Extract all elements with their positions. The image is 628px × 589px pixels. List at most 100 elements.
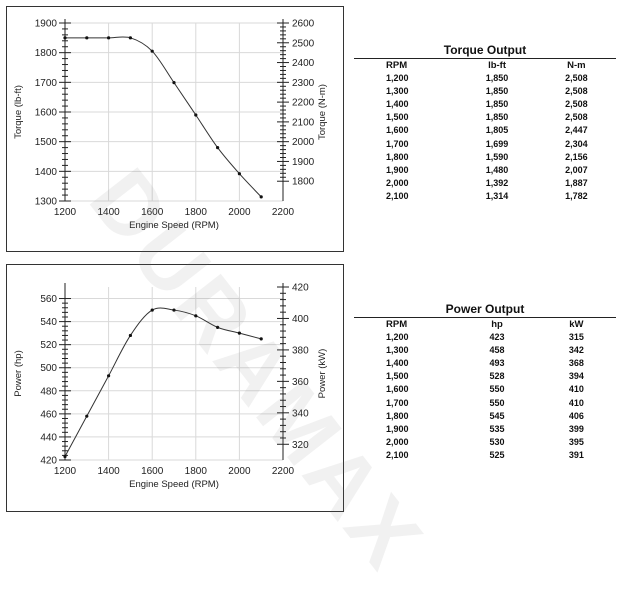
power-table-title: Power Output [354,303,616,318]
y2-tick-label: 320 [292,440,309,451]
torque-table-cell: 1,700 [386,138,409,149]
power-table-row: 1,400 493 368 [354,357,616,370]
torque-table-cell: 2,447 [565,125,588,136]
y2-tick-label: 1800 [292,177,315,188]
power-table-cell: 368 [568,358,584,369]
data-point [216,146,220,150]
x-tick-label: 1400 [97,466,120,477]
y-tick-label: 1300 [35,197,58,208]
torque-table-cell: 2,508 [565,99,588,110]
y2-tick-label: 2500 [292,38,315,49]
torque-table-body: 1,200 1,850 2,508 1,300 1,850 2,508 1,400 1,850… [354,72,616,203]
data-point [128,36,132,40]
power-header-kw: kW [569,319,584,330]
data-point [259,337,263,341]
torque-table-cell: 1,850 [485,112,509,123]
power-table-cell: 315 [568,332,584,343]
power-table-cell: 423 [489,332,505,343]
y2-tick-label: 2200 [292,98,315,109]
power-table-cell: 406 [568,410,584,421]
y-tick-label: 560 [40,294,57,305]
y-tick-label: 1400 [35,167,58,178]
power-table-cell: 1,400 [386,358,409,369]
torque-table-cell: 1,850 [485,73,509,84]
torque-table-cell: 1,850 [485,99,509,110]
torque-table-row: 1,600 1,805 2,447 [354,124,616,137]
power-table-cell: 550 [489,384,505,395]
y-tick-label: 1600 [35,108,58,119]
power-table-cell: 1,500 [386,371,409,382]
power-output-table: Power Output RPM hp kW 1,200 423 315 1,300 4… [354,303,616,462]
power-table-cell: 410 [568,397,584,408]
y-tick-label: 460 [40,409,57,420]
data-point [194,314,198,318]
data-point [107,374,111,378]
x-tick-label: 1800 [185,207,208,218]
torque-table-cell: 2,508 [565,112,588,123]
y-tick-label: 1800 [35,48,58,59]
y2-axis-label: Power (kW) [317,349,328,399]
y2-tick-label: 1900 [292,157,315,168]
y-tick-label: 1700 [35,78,58,89]
torque-table-row: 1,500 1,850 2,508 [354,111,616,124]
y2-tick-label: 2000 [292,137,315,148]
power-header-hp: hp [491,319,503,330]
torque-table-cell: 1,900 [386,164,409,175]
torque-table-cell: 1,887 [565,177,588,188]
x-tick-label: 1800 [185,466,208,477]
torque-table-cell: 1,850 [485,86,509,97]
torque-header-lbft: lb-ft [488,60,506,71]
torque-table-cell: 2,508 [565,86,588,97]
power-table-cell: 545 [489,410,505,421]
power-table-cell: 530 [489,436,505,447]
torque-table-cell: 1,300 [386,86,409,97]
torque-table-title: Torque Output [354,44,616,59]
torque-table-row: 2,000 1,392 1,887 [354,177,616,190]
torque-table-cell: 2,156 [565,151,588,162]
torque-output-table: Torque Output RPM lb-ft N-m 1,200 1,850 2,… [354,44,616,203]
torque-table-cell: 1,782 [565,190,588,201]
torque-table-cell: 1,699 [485,138,509,149]
y-tick-label: 1500 [35,137,58,148]
y-axis-label: Power (hp) [13,350,24,396]
torque-table-cell: 1,400 [386,99,409,110]
y2-tick-label: 2600 [292,19,315,30]
power-chart-panel: 420 440 460 480 500 520 540 560 320 340 360 380 400 4… [6,264,344,512]
y2-tick-label: 2100 [292,117,315,128]
x-tick-label: 1400 [97,207,120,218]
y2-axis-label: Torque (N-m) [317,84,328,140]
y-tick-label: 540 [40,317,57,328]
power-table-cell: 550 [489,397,505,408]
data-point [150,49,154,53]
data-point [85,36,89,40]
torque-table-cell: 1,805 [485,125,509,136]
torque-table-row: 1,300 1,850 2,508 [354,85,616,98]
data-point [107,36,111,40]
x-axis-label: Engine Speed (RPM) [129,479,219,490]
torque-chart: 1300 1400 1500 1600 1700 1800 1900 1800 1900 2000… [13,19,328,232]
data-point [128,333,132,338]
y-tick-label: 500 [40,363,57,374]
power-table-cell: 342 [568,345,584,356]
power-table-row: 2,100 525 391 [354,449,616,462]
y2-tick-label: 420 [292,283,309,294]
torque-table-cell: 1,392 [485,177,509,188]
torque-chart-panel: 1300 1400 1500 1600 1700 1800 1900 1800 1900 2000… [6,6,344,252]
x-tick-label: 1200 [54,466,77,477]
data-point [150,308,154,312]
power-table-cell: 1,300 [386,345,409,356]
x-tick-label: 2000 [228,207,251,218]
y2-tick-label: 360 [292,377,309,388]
torque-table-row: 1,900 1,480 2,007 [354,164,616,177]
torque-table-cell: 2,007 [565,164,588,175]
x-tick-label: 1600 [141,466,164,477]
power-table-cell: 399 [568,423,584,434]
power-table-cell: 394 [568,371,584,382]
x-tick-label: 2200 [272,207,295,218]
power-table-cell: 1,700 [386,397,409,408]
power-table-cell: 1,200 [386,332,409,343]
power-table-row: 1,800 545 406 [354,410,616,423]
power-table-row: 1,900 535 399 [354,423,616,436]
power-table-cell: 458 [489,345,505,356]
data-point [172,308,176,312]
